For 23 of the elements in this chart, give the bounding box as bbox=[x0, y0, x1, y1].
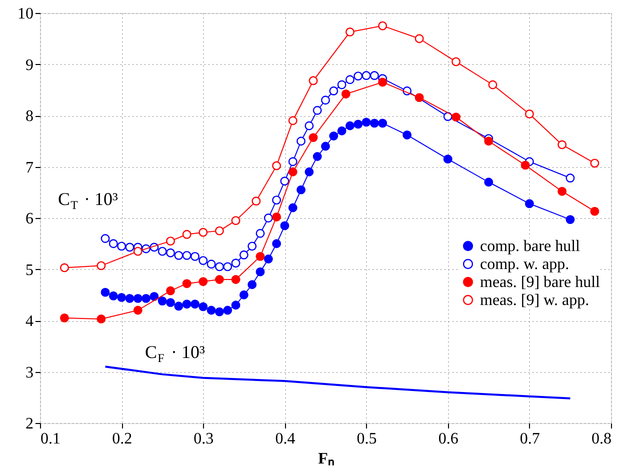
x-tick-label: 0.4 bbox=[275, 430, 296, 448]
y-tick-label: 3 bbox=[26, 364, 34, 382]
y-tick-label: 10 bbox=[18, 6, 34, 22]
x-axis-title: Fₙ bbox=[318, 450, 334, 468]
y-tick-label: 6 bbox=[26, 210, 34, 228]
legend-label: comp. w. app. bbox=[480, 256, 570, 273]
legend-label: meas. [9] bare hull bbox=[480, 274, 601, 291]
line-series bbox=[104, 366, 572, 400]
x-tick-label: 0.8 bbox=[592, 430, 612, 448]
x-tick-label: 0.5 bbox=[356, 430, 377, 448]
x-tick-label: 0.1 bbox=[40, 430, 60, 448]
y-tick-label: 7 bbox=[26, 159, 34, 176]
y-tick-label: 8 bbox=[26, 108, 34, 125]
legend-label: comp. bare hull bbox=[480, 238, 581, 255]
x-tick-label: 0.2 bbox=[112, 430, 132, 448]
x-tick-label: 0.3 bbox=[194, 430, 214, 448]
y-tick-label: 9 bbox=[26, 56, 34, 74]
y-tick-label: 4 bbox=[26, 313, 34, 330]
y-tick-label: 2 bbox=[26, 416, 34, 432]
y-tick-label: 5 bbox=[26, 262, 34, 279]
x-tick-label: 0.6 bbox=[438, 430, 458, 448]
x-tick-label: 0.7 bbox=[520, 430, 540, 448]
legend-label: meas. [9] w. app. bbox=[480, 292, 590, 309]
